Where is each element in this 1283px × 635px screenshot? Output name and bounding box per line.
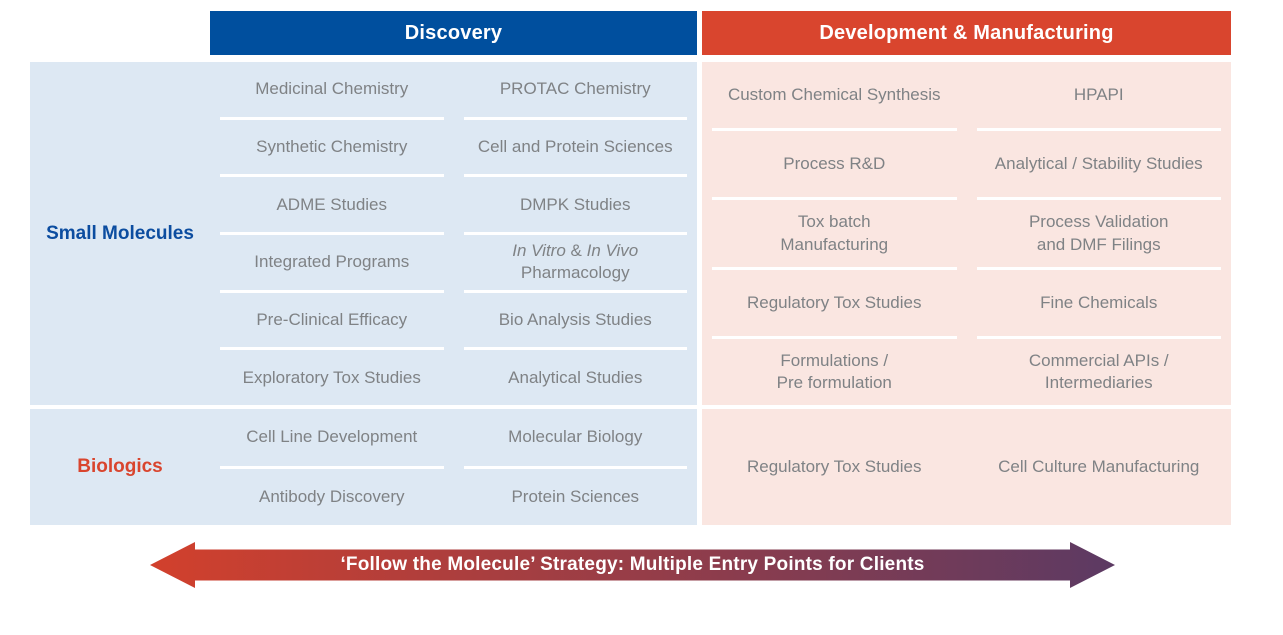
development-header: Development & Manufacturing bbox=[702, 11, 1231, 55]
plain-text: & bbox=[565, 241, 587, 261]
matrix-body: Small Molecules Medicinal Chemistry Synt… bbox=[30, 62, 1231, 525]
service-item: Process R&D bbox=[712, 128, 957, 197]
discovery-column-1: Cell Line Development Antibody Discovery bbox=[210, 409, 454, 525]
development-column-1: Regulatory Tox Studies bbox=[702, 409, 967, 525]
small-molecules-discovery-block: Small Molecules Medicinal Chemistry Synt… bbox=[30, 62, 697, 405]
service-item: Analytical / Stability Studies bbox=[976, 128, 1221, 197]
discovery-column-2: Molecular Biology Protein Sciences bbox=[454, 409, 698, 525]
service-item: Process Validation and DMF Filings bbox=[976, 197, 1221, 266]
service-item: Custom Chemical Synthesis bbox=[727, 85, 941, 105]
service-item: Cell Culture Manufacturing bbox=[998, 456, 1200, 476]
service-item: Exploratory Tox Studies bbox=[220, 347, 444, 405]
service-item: Protein Sciences bbox=[463, 465, 687, 526]
service-item: Molecular Biology bbox=[508, 427, 643, 447]
service-item: Integrated Programs bbox=[220, 232, 444, 290]
plain-text: Pharmacology bbox=[520, 263, 630, 283]
biologics-development-block: Regulatory Tox Studies Cell Culture Manu… bbox=[702, 409, 1231, 525]
service-item: Cell and Protein Sciences bbox=[463, 116, 687, 175]
development-column-2: HPAPI Analytical / Stability Studies Pro… bbox=[967, 62, 1232, 405]
service-item: Fine Chemicals bbox=[976, 266, 1221, 336]
row-label-biologics: Biologics bbox=[77, 456, 163, 477]
double-arrow-shape bbox=[150, 542, 1115, 588]
service-item: DMPK Studies bbox=[463, 174, 687, 232]
development-column-2: Cell Culture Manufacturing bbox=[967, 409, 1232, 525]
service-item: Medicinal Chemistry bbox=[255, 79, 409, 99]
service-item: Bio Analysis Studies bbox=[463, 289, 687, 348]
arrow-label: ‘Follow the Molecule’ Strategy: Multiple… bbox=[340, 554, 925, 575]
row-label-small-molecules: Small Molecules bbox=[46, 222, 194, 244]
discovery-header: Discovery bbox=[210, 11, 697, 55]
service-item-pharmacology: In Vitro & In Vivo Pharmacology bbox=[463, 232, 687, 290]
section-divider bbox=[697, 62, 702, 405]
service-item: PROTAC Chemistry bbox=[499, 79, 651, 99]
service-item: Commercial APIs / Intermediaries bbox=[976, 335, 1221, 405]
service-item: Regulatory Tox Studies bbox=[712, 266, 957, 336]
service-item: Analytical Studies bbox=[463, 347, 687, 405]
italic-text: In Vivo bbox=[586, 241, 639, 261]
service-item: Cell Line Development bbox=[246, 427, 418, 447]
service-item: Synthetic Chemistry bbox=[220, 116, 444, 175]
section-divider bbox=[697, 409, 702, 525]
discovery-column-1: Medicinal Chemistry Synthetic Chemistry … bbox=[210, 62, 454, 405]
service-item: Regulatory Tox Studies bbox=[746, 456, 922, 476]
italic-text: In Vitro bbox=[512, 241, 566, 261]
development-column-1: Custom Chemical Synthesis Process R&D To… bbox=[702, 62, 967, 405]
service-item: Formulations / Pre formulation bbox=[712, 335, 957, 405]
biologics-row: Biologics Cell Line Development Antibody… bbox=[30, 409, 1231, 525]
small-molecules-row: Small Molecules Medicinal Chemistry Synt… bbox=[30, 62, 1231, 405]
column-headers: Discovery Development & Manufacturing bbox=[210, 11, 1231, 55]
biologics-discovery-block: Biologics Cell Line Development Antibody… bbox=[30, 409, 697, 525]
service-item: Pre-Clinical Efficacy bbox=[220, 289, 444, 348]
follow-the-molecule-arrow: ‘Follow the Molecule’ Strategy: Multiple… bbox=[150, 542, 1115, 588]
service-item: Tox batch Manufacturing bbox=[712, 197, 957, 266]
service-item: ADME Studies bbox=[220, 174, 444, 232]
service-item: Antibody Discovery bbox=[220, 465, 444, 526]
small-molecules-development-block: Custom Chemical Synthesis Process R&D To… bbox=[702, 62, 1231, 405]
service-item: HPAPI bbox=[1073, 85, 1124, 105]
discovery-column-2: PROTAC Chemistry Cell and Protein Scienc… bbox=[454, 62, 698, 405]
